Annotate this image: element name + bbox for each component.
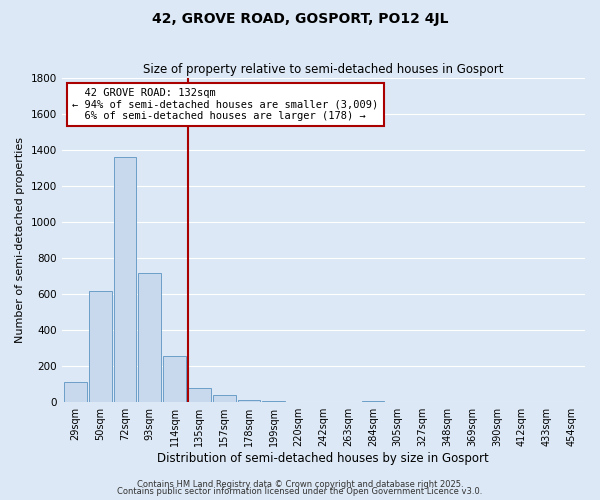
Y-axis label: Number of semi-detached properties: Number of semi-detached properties (15, 137, 25, 343)
Text: Contains HM Land Registry data © Crown copyright and database right 2025.: Contains HM Land Registry data © Crown c… (137, 480, 463, 489)
Text: Contains public sector information licensed under the Open Government Licence v3: Contains public sector information licen… (118, 488, 482, 496)
Bar (139, 272, 161, 402)
Bar (238, 400, 260, 402)
Bar (163, 356, 186, 402)
Text: 42, GROVE ROAD, GOSPORT, PO12 4JL: 42, GROVE ROAD, GOSPORT, PO12 4JL (152, 12, 448, 26)
Bar (113, 158, 136, 402)
X-axis label: Distribution of semi-detached houses by size in Gosport: Distribution of semi-detached houses by … (157, 452, 489, 465)
Text: 42 GROVE ROAD: 132sqm  
← 94% of semi-detached houses are smaller (3,009)
  6% o: 42 GROVE ROAD: 132sqm ← 94% of semi-deta… (72, 88, 379, 121)
Bar (89, 292, 112, 402)
Title: Size of property relative to semi-detached houses in Gosport: Size of property relative to semi-detach… (143, 62, 503, 76)
Bar (64, 382, 87, 402)
Bar (213, 395, 236, 402)
Bar (188, 388, 211, 402)
